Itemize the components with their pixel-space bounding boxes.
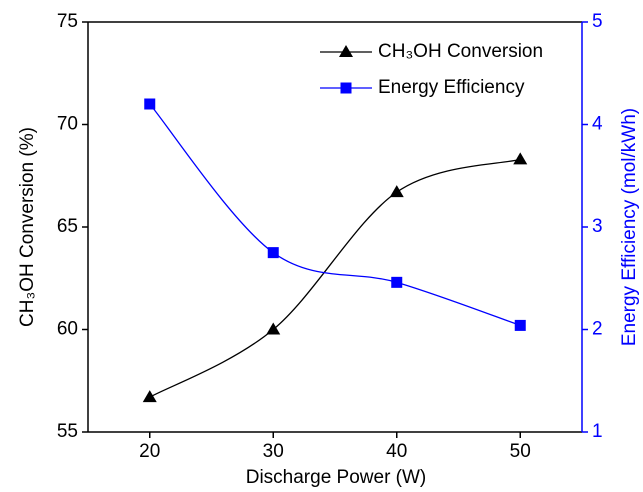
y2-tick-label: 5 (592, 11, 603, 32)
marker (142, 390, 157, 403)
y-tick-label: 70 (57, 114, 78, 135)
y2-axis-label: Energy Efficiency (mol/kWh) (619, 108, 640, 346)
marker (144, 98, 156, 110)
y2-tick-label: 3 (592, 216, 603, 237)
marker (267, 247, 279, 259)
marker (266, 322, 281, 335)
y2-tick-label: 1 (592, 421, 603, 442)
y2-tick-label: 2 (592, 319, 603, 340)
y-tick-label: 65 (57, 216, 78, 237)
series-line (149, 158, 521, 398)
y-axis-label: CH₃OH Conversion (%) (17, 127, 38, 327)
legend-label: CH₃OH Conversion (378, 41, 543, 62)
legend-label: Energy Efficiency (378, 77, 525, 98)
series-line (149, 103, 521, 327)
y-tick-label: 75 (57, 11, 78, 32)
legend-marker (339, 45, 353, 57)
x-tick-label: 40 (386, 441, 407, 462)
marker (514, 319, 526, 331)
y2-tick-label: 4 (592, 114, 603, 135)
x-tick-label: 20 (139, 441, 160, 462)
x-axis-label: Discharge Power (W) (246, 467, 427, 488)
marker (389, 185, 404, 198)
y-tick-label: 55 (57, 421, 78, 442)
marker (513, 152, 528, 165)
y-tick-label: 60 (57, 319, 78, 340)
x-tick-label: 30 (263, 441, 284, 462)
x-tick-label: 50 (510, 441, 531, 462)
legend-marker (340, 82, 352, 94)
marker (391, 276, 403, 288)
